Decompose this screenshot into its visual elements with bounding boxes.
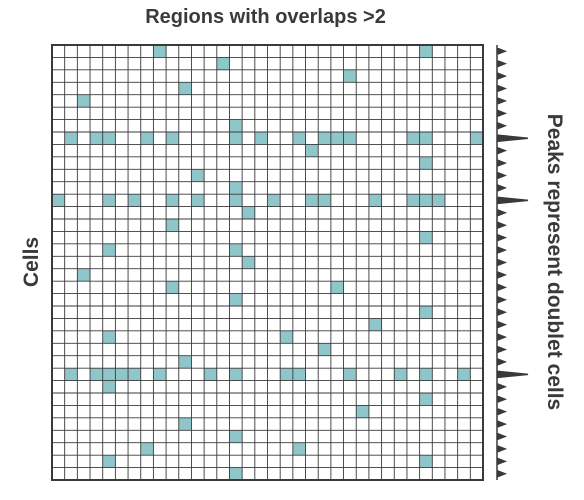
filled-cell	[368, 318, 382, 331]
filled-cell	[178, 82, 192, 95]
filled-cell	[419, 393, 433, 406]
filled-cell	[102, 368, 116, 381]
filled-cell	[318, 343, 331, 356]
grid-lines	[51, 44, 484, 481]
filled-cell	[280, 330, 293, 344]
filled-cell	[368, 194, 382, 207]
filled-cell	[457, 368, 471, 381]
filled-cell	[64, 368, 78, 381]
filled-cell	[229, 467, 243, 480]
filled-cell	[140, 132, 154, 145]
filled-cell	[77, 94, 91, 108]
filled-cell	[419, 455, 433, 468]
filled-cell	[292, 368, 306, 381]
filled-cell	[406, 132, 420, 145]
filled-cell	[267, 194, 281, 207]
filled-cell	[432, 194, 445, 207]
filled-cell	[330, 281, 344, 294]
filled-cell	[216, 57, 230, 70]
filled-cell	[102, 455, 116, 468]
filled-cell	[229, 430, 243, 443]
filled-cell	[102, 194, 116, 207]
filled-cell	[229, 293, 243, 306]
filled-cell	[191, 169, 205, 182]
filled-cell	[406, 194, 420, 207]
filled-cell	[153, 45, 167, 58]
filled-cell	[343, 69, 357, 83]
filled-cell	[242, 256, 255, 269]
filled-cell	[166, 281, 179, 294]
filled-cell	[330, 132, 344, 145]
filled-cell	[178, 417, 192, 431]
filled-cell	[292, 442, 306, 456]
filled-cell	[318, 132, 331, 145]
filled-cell	[318, 194, 331, 207]
filled-cell	[419, 231, 433, 244]
filled-cell	[305, 194, 319, 207]
filled-cell	[102, 380, 116, 393]
filled-cell	[102, 330, 116, 344]
filled-cell	[64, 132, 78, 145]
filled-cell	[343, 132, 357, 145]
filled-cell	[229, 243, 243, 257]
filled-cell	[153, 368, 167, 381]
filled-cell	[128, 194, 141, 207]
filled-cell	[229, 132, 243, 145]
filled-cell	[77, 268, 91, 282]
filled-cell	[229, 119, 243, 132]
filled-cell	[419, 45, 433, 58]
filled-cell	[229, 181, 243, 195]
filled-cell	[419, 194, 433, 207]
filled-cell	[90, 132, 103, 145]
filled-cell	[52, 194, 65, 207]
filled-cell	[191, 194, 205, 207]
filled-cell	[115, 368, 129, 381]
chart-title: Regions with overlaps >2	[145, 6, 386, 28]
filled-cell	[419, 306, 433, 319]
filled-cell	[419, 368, 433, 381]
filled-cell	[166, 194, 179, 207]
filled-cell	[305, 144, 319, 157]
filled-cell	[204, 368, 217, 381]
filled-cell	[102, 243, 116, 257]
filled-cell	[140, 442, 154, 456]
filled-cell	[419, 132, 433, 145]
filled-cell	[90, 368, 103, 381]
filled-cell	[280, 368, 293, 381]
filled-cell	[178, 355, 192, 369]
filled-cell	[343, 368, 357, 381]
filled-cell	[102, 132, 116, 145]
filled-cell	[394, 368, 407, 381]
filled-cell	[128, 368, 141, 381]
filled-cell	[166, 219, 179, 232]
filled-cell	[242, 206, 255, 219]
filled-cell	[292, 132, 306, 145]
filled-cell	[229, 194, 243, 207]
filled-cell	[419, 156, 433, 170]
filled-cell	[470, 132, 483, 145]
grid-frame	[51, 44, 484, 481]
filled-cell	[166, 132, 179, 145]
overlap-profile	[496, 45, 529, 480]
filled-cell	[229, 368, 243, 381]
filled-cell	[356, 405, 369, 418]
filled-cells	[52, 45, 483, 480]
filled-cell	[254, 132, 268, 145]
